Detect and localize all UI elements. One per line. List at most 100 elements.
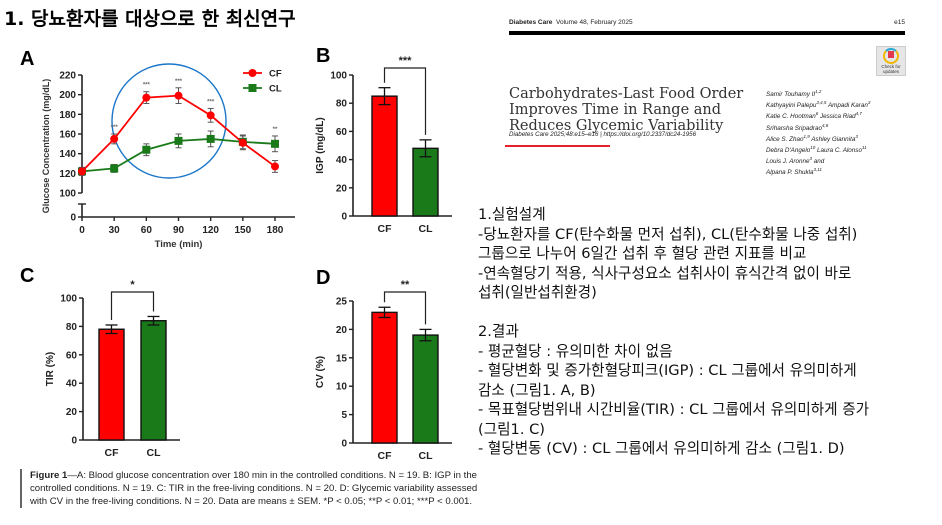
chart-cv-bar: 0 5 10 15 20 25 CV (%) CF CL ** [315, 279, 452, 462]
significance-bracket [383, 291, 427, 325]
data-point-cf [238, 138, 247, 147]
author-line: Debra D'Angelo10 Laura C. Alonso11 [766, 144, 867, 155]
results-line: (그림1. C) [478, 420, 545, 438]
y-tick-label: 100 [60, 294, 77, 305]
bar-cl [412, 147, 439, 217]
x-tick-label: 0 [79, 225, 85, 236]
y-tick-label: 40 [66, 379, 78, 390]
caption-text: —A: Blood glucose concentration over 180… [30, 470, 478, 507]
journal-issue: Volume 48, February 2025 [555, 19, 633, 26]
y-tick-label: 60 [66, 350, 78, 361]
author-line: Alice S. Zhao1,9 Ashley Giannita3 [766, 133, 858, 143]
data-point-cf [142, 93, 151, 102]
x-tick-label: 60 [141, 225, 153, 236]
author-line: Samir Touhamy II1,2 [766, 89, 822, 99]
results-line: - 혈당변화 및 증가한혈당피크(IGP) : CL 그룹에서 유의미하게 [478, 362, 857, 379]
design-line: 그룹으로 나누어 6일간 섭취 후 혈당 관련 지표를 비교 [478, 245, 807, 262]
page-number: e15 [894, 19, 905, 26]
slide-title: 1. 당뇨환자를 대상으로 한 최신연구 [4, 8, 296, 30]
significance-marker: *** [111, 125, 119, 131]
y-tick-label: 15 [336, 353, 348, 364]
chart-glucose-line: 0 100 120 140 160 180 200 220 0 30 60 90 120 150 180 Ti… [41, 63, 295, 250]
data-point-cf [174, 91, 183, 100]
y-tick-label: 120 [59, 169, 76, 180]
x-tick-label: CF [378, 223, 393, 235]
y-tick-label: 20 [66, 407, 78, 418]
author-line: Louis J. Aronne3 and [766, 156, 825, 166]
x-tick-label: 120 [202, 225, 219, 236]
x-tick-label: CF [378, 450, 393, 462]
design-line: 섭취(일반섭취환경) [478, 284, 597, 301]
y-tick-label: 160 [59, 130, 76, 141]
results-line: - 목표혈당범위내 시간비율(TIR) : CL 그룹에서 유의미하게 증가 [478, 401, 870, 418]
bar-cl [412, 334, 439, 444]
data-point-cf [110, 134, 119, 143]
y-tick-label: 10 [336, 382, 348, 393]
highlight-circle [111, 63, 227, 179]
journal-name: Diabetes Care [509, 19, 553, 26]
design-heading: 1.실험설계 [478, 206, 546, 223]
y-tick-label: 5 [341, 410, 347, 421]
legend-marker-cf [248, 69, 257, 77]
y-tick-label: 100 [330, 71, 347, 82]
significance-marker: ** [273, 127, 278, 133]
legend-label: CF [269, 69, 282, 80]
paper-title: Carbohydrates-Last Food Order Improves T… [509, 86, 744, 134]
bar-cl [140, 320, 167, 441]
legend-label: CL [269, 84, 282, 95]
data-point-cl [142, 145, 151, 154]
panel-label-b: B [316, 45, 331, 67]
bookmark-icon [883, 48, 899, 64]
y-tick-label: 0 [341, 212, 347, 223]
significance-bracket [110, 291, 155, 320]
y-axis-label: IGP (mg/dL) [315, 117, 326, 173]
y-tick-label: 140 [59, 149, 76, 160]
significance-marker: *** [143, 83, 151, 89]
significance-marker: *** [175, 79, 183, 85]
y-tick-label: 25 [336, 297, 348, 308]
data-point-cl [271, 139, 279, 148]
journal-header: Diabetes Care Volume 48, February 2025 e… [509, 19, 905, 26]
y-tick-label: 0 [71, 436, 77, 447]
panel-label-c: C [20, 265, 35, 287]
data-point-cl [206, 134, 215, 143]
x-tick-label: 30 [109, 225, 121, 236]
y-tick-label: 0 [341, 439, 347, 450]
x-axis-label: Time (min) [155, 239, 203, 250]
significance-marker: * [130, 279, 135, 291]
results-line: - 평균혈당 : 유의미한 차이 없음 [478, 342, 673, 360]
bar-cf [371, 311, 398, 444]
author-line: Sriharsha Sripadrao4,8 [766, 122, 829, 132]
y-axis-label: Glucose Concentration (mg/dL) [41, 79, 51, 214]
author-line: Alpana P. Shukla3,11 [766, 167, 822, 177]
results-line: 감소 (그림1. A, B) [478, 381, 596, 399]
significance-bracket [383, 67, 427, 135]
y-tick-label: 40 [336, 155, 348, 166]
significance-marker: *** [399, 55, 413, 67]
y-tick-label: 100 [59, 189, 76, 200]
x-tick-label: CF [105, 447, 120, 459]
study-notes: 1.실험설계 -당뇨환자를 CF(탄수화물 먼저 섭취), CL(탄수화물 나중… [478, 205, 938, 459]
y-tick-label: 80 [66, 322, 78, 333]
x-tick-label: 150 [234, 225, 251, 236]
y-tick-label: 0 [70, 213, 76, 224]
data-point-cl [110, 164, 119, 173]
paper-citation[interactable]: Diabetes Care 2025;48:e15–e16 | https://… [509, 131, 697, 138]
x-tick-label: 90 [173, 225, 185, 236]
design-line: -연속혈당기 적용, 식사구성요소 섭취사이 휴식간격 없이 바로 [478, 264, 852, 282]
y-tick-label: 180 [59, 110, 76, 121]
check-for-updates-badge[interactable]: Check for updates [876, 46, 906, 76]
data-point-cf [78, 167, 86, 176]
y-tick-label: 200 [59, 90, 76, 101]
figure-caption: Figure 1—A: Blood glucose concentration … [20, 469, 485, 508]
y-tick-label: 220 [59, 71, 76, 82]
y-tick-label: 20 [336, 325, 348, 336]
data-point-cf [206, 111, 215, 120]
y-tick-label: 80 [336, 99, 348, 110]
y-tick-label: 20 [336, 183, 348, 194]
spacer [478, 303, 938, 323]
x-tick-label: CL [419, 223, 434, 235]
data-point-cf [271, 162, 279, 171]
panel-label-d: D [316, 267, 331, 289]
significance-marker: *** [207, 99, 215, 105]
